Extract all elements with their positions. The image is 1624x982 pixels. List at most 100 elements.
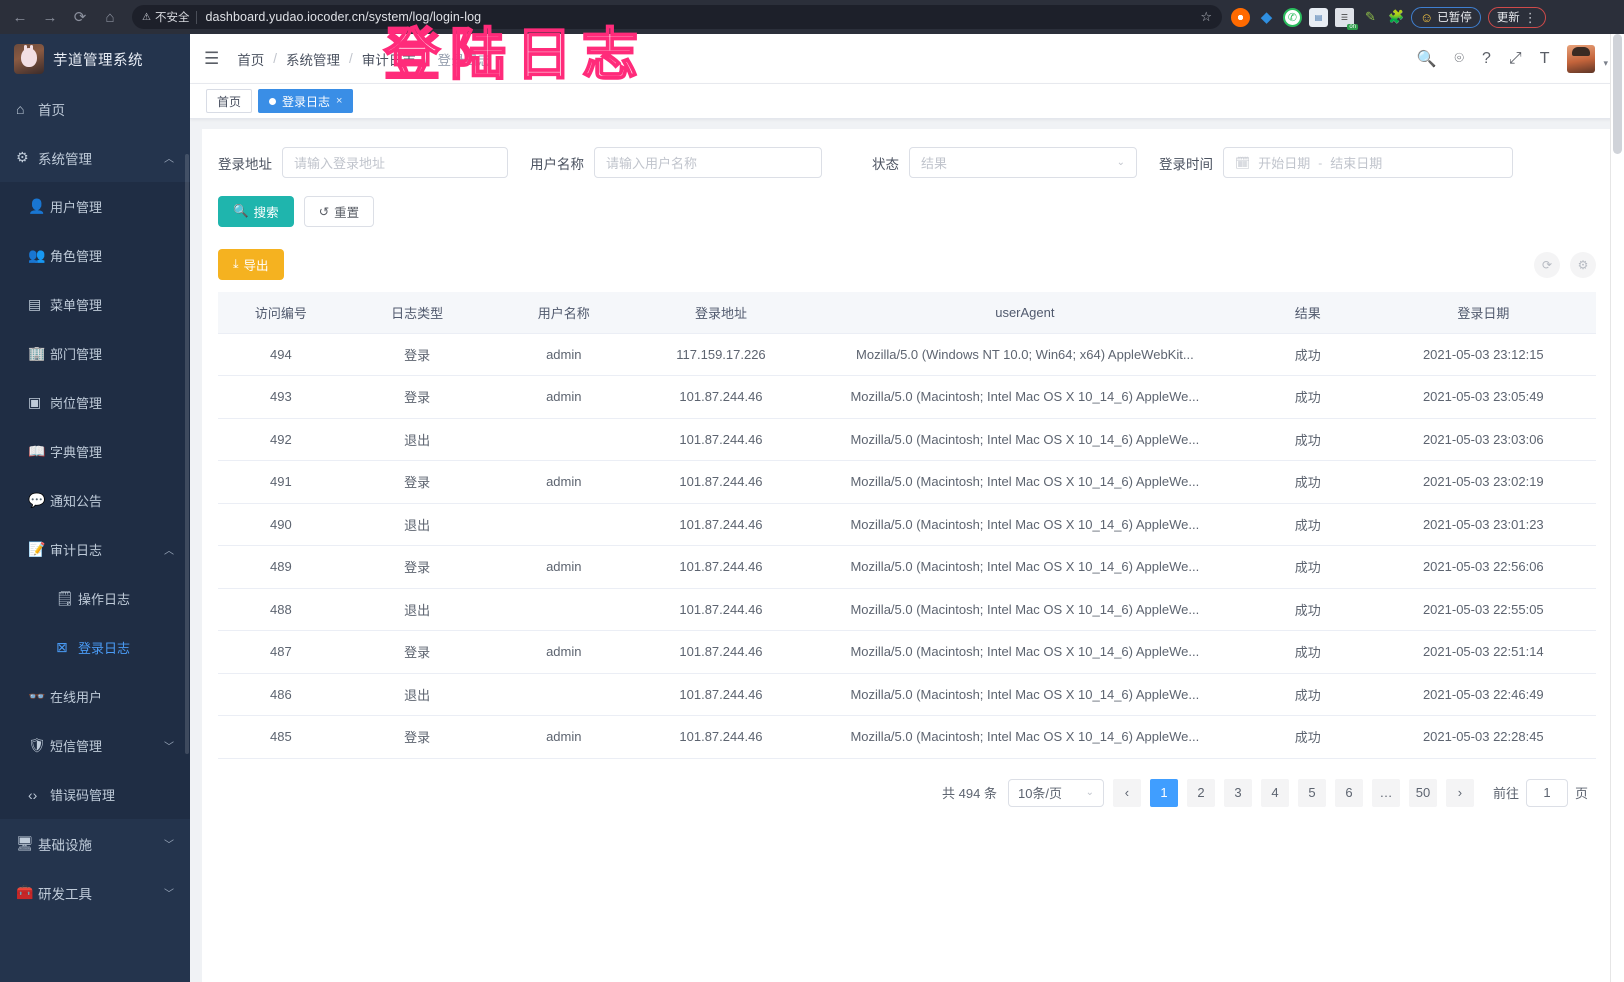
table-row[interactable]: 492 退出 101.87.244.46 Mozilla/5.0 (Macintosh… — [218, 418, 1596, 461]
sidebar-scrollbar[interactable] — [184, 34, 190, 982]
table-row[interactable]: 493 登录 admin 101.87.244.46 Mozilla/5.0 (Maci… — [218, 375, 1596, 419]
pagination-page-3[interactable]: 3 — [1223, 778, 1252, 807]
table-row[interactable]: 491 登录 admin 101.87.244.46 Mozilla/5.0 (Maci… — [218, 460, 1596, 504]
sidebar-item-operate-log[interactable]: 🗒 操作日志 — [0, 574, 190, 623]
sidebar-scroll-thumb[interactable] — [185, 154, 189, 754]
sidebar-item-devtools[interactable]: 🧰 研发工具 ﹀ — [0, 868, 190, 917]
sidebar-item-online-user[interactable]: 👓 在线用户 — [0, 672, 190, 721]
cell-id: 488 — [218, 588, 344, 631]
reload-icon[interactable]: ⟳ — [73, 9, 87, 26]
puzzle-extensions-icon[interactable]: 🧩 — [1388, 9, 1405, 24]
tab-login-log[interactable]: 登录日志 × — [258, 89, 354, 113]
cell-user: admin — [490, 630, 638, 674]
pagination-next[interactable]: › — [1445, 778, 1474, 807]
github-icon[interactable]: ⌾ — [1454, 49, 1464, 67]
column-header-user: 用户名称 — [490, 292, 638, 334]
cell-addr: 101.87.244.46 — [637, 375, 805, 419]
close-icon[interactable]: × — [336, 95, 343, 107]
sidebar-item-label: 岗位管理 — [50, 396, 103, 411]
address-bar[interactable]: ⚠ 不安全 dashboard.yudao.iocoder.cn/system/… — [132, 5, 1222, 29]
sidebar-item-user[interactable]: 👤 用户管理 — [0, 182, 190, 231]
sidebar-item-system[interactable]: ⚙ 系统管理 ︿ — [0, 133, 190, 182]
forward-icon[interactable]: → — [42, 8, 58, 26]
hamburger-icon[interactable]: ☰ — [204, 48, 220, 68]
form-buttons: 🔍 搜索 ↺ 重置 — [218, 196, 1596, 227]
brand[interactable]: 芋道管理系统 — [0, 34, 190, 84]
fullscreen-icon[interactable]: ⤢ — [1508, 49, 1522, 67]
table-row[interactable]: 488 退出 101.87.244.46 Mozilla/5.0 (Macintosh… — [218, 588, 1596, 631]
home-icon[interactable]: ⌂ — [105, 8, 115, 26]
translate-extension-icon[interactable]: ☰ on — [1335, 7, 1358, 30]
cell-result: 成功 — [1244, 333, 1371, 376]
pagination-page-1[interactable]: 1 — [1149, 778, 1178, 807]
user-name-placeholder: 请输入用户名称 — [606, 156, 698, 171]
table-row[interactable]: 490 退出 101.87.244.46 Mozilla/5.0 (Macintosh… — [218, 503, 1596, 546]
sidebar-item-home[interactable]: ⌂ 首页 — [0, 84, 190, 133]
search-icon[interactable]: 🔍 — [1416, 50, 1437, 68]
cell-date: 2021-05-03 22:55:05 — [1370, 588, 1596, 631]
status-select[interactable]: 结果 ⌄ — [909, 147, 1137, 178]
refresh-icon[interactable]: ⟳ — [1534, 251, 1560, 278]
update-pill[interactable]: 更新 ⋮ — [1487, 6, 1546, 28]
table-row[interactable]: 494 登录 admin 117.159.17.226 Mozilla/5.0 (Win… — [218, 333, 1596, 376]
notes-extension-icon[interactable]: ▤ — [1309, 7, 1328, 27]
jump-page-input[interactable]: 1 — [1525, 778, 1568, 807]
edit-doc-icon: 📝 — [28, 541, 46, 557]
sidebar-item-sms[interactable]: 🛡 短信管理 ﹀ — [0, 721, 190, 770]
sidebar-item-role[interactable]: 👥 角色管理 — [0, 231, 190, 280]
breadcrumb-separator: / — [273, 51, 278, 66]
sidebar-item-menu[interactable]: ▤ 菜单管理 — [0, 280, 190, 329]
pagination-page-2[interactable]: 2 — [1186, 778, 1215, 807]
pagination-page-50[interactable]: 50 — [1408, 778, 1437, 807]
login-addr-input[interactable]: 请输入登录地址 — [282, 147, 508, 178]
breadcrumb-item-system[interactable]: 系统管理 — [286, 52, 341, 68]
help-icon[interactable]: ? — [1481, 49, 1491, 67]
table-row[interactable]: 489 登录 admin 101.87.244.46 Mozilla/5.0 (Maci… — [218, 545, 1596, 589]
chevron-down-icon[interactable]: ▾ — [1603, 57, 1608, 68]
user-icon: 👤 — [28, 198, 46, 214]
sidebar-item-notice[interactable]: 💬 通知公告 — [0, 476, 190, 525]
sidebar-item-errorcode[interactable]: ‹› 错误码管理 — [0, 770, 190, 819]
pagination-page-5[interactable]: 5 — [1297, 778, 1326, 807]
sidebar-item-login-log[interactable]: ⊠ 登录日志 — [0, 623, 190, 672]
sidebar-item-audit[interactable]: 📝 审计日志 ︿ — [0, 525, 190, 574]
pagination-ellipsis[interactable]: … — [1371, 778, 1400, 807]
pagination-page-4[interactable]: 4 — [1260, 778, 1289, 807]
browser-menu-icon[interactable]: ⋮ — [1523, 9, 1537, 25]
opera-extension-icon[interactable] — [1231, 7, 1250, 27]
search-button[interactable]: 🔍 搜索 — [218, 196, 294, 227]
table-row[interactable]: 485 登录 admin 101.87.244.46 Mozilla/5.0 (Maci… — [218, 715, 1596, 759]
font-size-icon[interactable]: T — [1539, 49, 1550, 67]
back-icon[interactable]: ← — [12, 8, 28, 26]
page-scrollbar[interactable] — [1610, 34, 1624, 982]
column-settings-icon[interactable]: ⚙ — [1570, 251, 1596, 278]
table-row[interactable]: 486 退出 101.87.244.46 Mozilla/5.0 (Macintosh… — [218, 673, 1596, 716]
pagination-prev[interactable]: ‹ — [1112, 778, 1141, 807]
page-scroll-thumb[interactable] — [1613, 34, 1622, 154]
sidebar-item-infra[interactable]: 🖥 基础设施 ﹀ — [0, 819, 190, 868]
avatar[interactable] — [1567, 44, 1596, 73]
diamond-extension-icon[interactable]: ◆ — [1260, 9, 1273, 26]
sidebar-item-post[interactable]: ▣ 岗位管理 — [0, 378, 190, 427]
export-button[interactable]: ⤓ 导出 — [218, 249, 284, 280]
user-name-label: 用户名称 — [530, 156, 584, 172]
user-name-input[interactable]: 请输入用户名称 — [594, 147, 822, 178]
pagination-page-6[interactable]: 6 — [1334, 778, 1363, 807]
paused-pill[interactable]: ☺ 已暂停 — [1411, 6, 1481, 28]
breadcrumb-item-audit[interactable]: 审计日志 — [361, 52, 416, 68]
pin-extension-icon[interactable]: ✎ — [1365, 9, 1376, 24]
page-size-select[interactable]: 10条/页 ⌄ — [1007, 778, 1104, 807]
sidebar: 芋道管理系统 ⌂ 首页 ⚙ 系统管理 ︿ 👤 用户管理 👥 角色管理 — [0, 34, 190, 982]
sidebar-item-dict[interactable]: 📖 字典管理 — [0, 427, 190, 476]
sidebar-item-label: 角色管理 — [50, 249, 103, 264]
bookmark-star-icon[interactable]: ☆ — [1200, 9, 1212, 24]
cell-useragent: Mozilla/5.0 (Macintosh; Intel Mac OS X 1… — [804, 588, 1245, 631]
login-time-range-picker[interactable]: 🗓 开始日期 - 结束日期 — [1223, 147, 1513, 178]
tab-home[interactable]: 首页 — [206, 89, 253, 113]
breadcrumb-item-home[interactable]: 首页 — [237, 52, 265, 68]
cell-result: 成功 — [1244, 375, 1371, 419]
wechat-extension-icon[interactable]: ✆ — [1283, 7, 1302, 27]
reset-button[interactable]: ↺ 重置 — [303, 196, 375, 227]
table-row[interactable]: 487 登录 admin 101.87.244.46 Mozilla/5.0 (Maci… — [218, 630, 1596, 674]
sidebar-item-dept[interactable]: 🏢 部门管理 — [0, 329, 190, 378]
